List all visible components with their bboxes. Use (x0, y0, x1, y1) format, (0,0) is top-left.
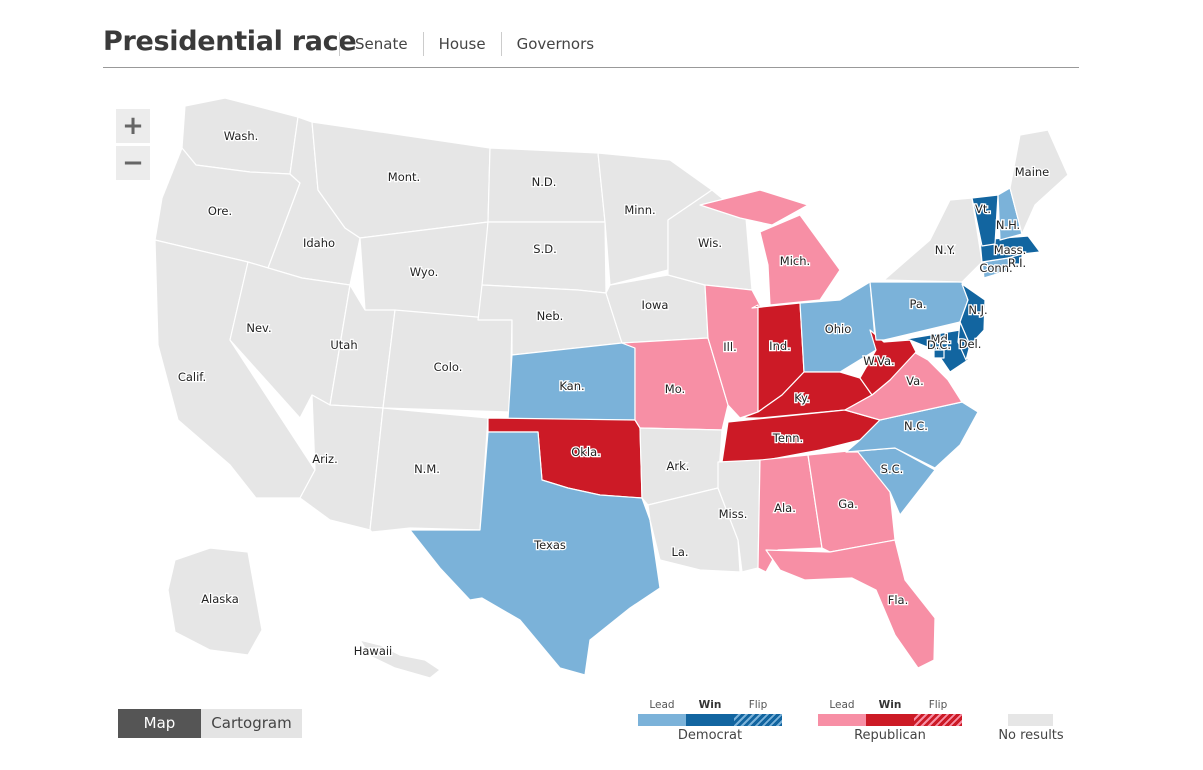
state-label-ill: Ill. (723, 340, 736, 354)
state-label-del: Del. (959, 337, 982, 351)
state-label-r-i: R.I. (1008, 256, 1026, 270)
state-fla[interactable] (765, 539, 936, 669)
header: Presidential race Senate House Governors (103, 24, 1079, 68)
dem-win-swatch (686, 714, 734, 726)
legend-win-label: Win (698, 699, 722, 711)
legend-no-results: No results (998, 714, 1064, 743)
state-label-w-va: W.Va. (863, 354, 894, 368)
state-label-n-m: N.M. (414, 462, 440, 476)
dem-lead-swatch (638, 714, 686, 726)
legend-win-label: Win (878, 699, 902, 711)
state-vt[interactable] (971, 194, 999, 247)
state-label-ga: Ga. (838, 497, 858, 511)
rep-win-swatch (866, 714, 914, 726)
state-texas[interactable] (409, 431, 661, 676)
state-label-okla: Okla. (571, 445, 601, 459)
legend-lead-label: Lead (649, 699, 675, 711)
state-n-y[interactable] (883, 197, 983, 283)
state-label-wash: Wash. (224, 129, 259, 143)
state-label-n-j: N.J. (968, 303, 987, 317)
state-label-n-y: N.Y. (935, 243, 956, 257)
state-label-md: Md. (931, 332, 952, 346)
state-label-idaho: Idaho (303, 236, 335, 250)
state-label-ala: Ala. (774, 501, 796, 515)
state-label-d-c: D.C. (927, 338, 951, 352)
state-label-mont: Mont. (388, 170, 420, 184)
no-results-swatch (1008, 714, 1053, 726)
state-label-texas: Texas (533, 538, 566, 552)
view-toggle: Map Cartogram (118, 709, 302, 738)
state-label-n-h: N.H. (996, 218, 1020, 232)
state-label-mo: Mo. (665, 382, 685, 396)
state-maine[interactable] (1009, 129, 1069, 235)
state-label-iowa: Iowa (642, 298, 669, 312)
zoom-out-button[interactable]: − (116, 146, 150, 180)
race-tabs: Senate House Governors (339, 32, 609, 56)
state-label-wyo: Wyo. (410, 265, 438, 279)
state-label-wis: Wis. (698, 236, 722, 250)
state-label-conn: Conn. (979, 261, 1012, 275)
state-label-vt: Vt. (975, 202, 991, 216)
state-del[interactable] (957, 321, 971, 361)
legend-lead-label: Lead (829, 699, 855, 711)
state-label-fla: Fla. (888, 593, 909, 607)
state-label-pa: Pa. (909, 297, 926, 311)
state-label-ohio: Ohio (825, 322, 852, 336)
legend-democrat-label: Democrat (677, 728, 743, 743)
state-label-la: La. (671, 545, 688, 559)
legend-republican-label: Republican (854, 728, 926, 743)
state-label-mich: Mich. (780, 254, 810, 268)
legend-republican: Lead Win Flip Republican (818, 699, 962, 743)
state-label-tenn: Tenn. (772, 431, 803, 445)
state-label-hawaii: Hawaii (354, 644, 393, 658)
rep-lead-swatch (818, 714, 866, 726)
state-label-ind: Ind. (769, 339, 791, 353)
legend-democrat: Lead Win Flip Democrat (638, 699, 782, 743)
state-label-n-c: N.C. (904, 419, 928, 433)
state-alaska[interactable] (167, 547, 263, 656)
tab-governors[interactable]: Governors (500, 32, 609, 56)
state-d-c[interactable] (933, 349, 945, 359)
dem-flip-swatch (734, 714, 782, 726)
state-label-minn: Minn. (624, 203, 655, 217)
cartogram-view-button[interactable]: Cartogram (201, 709, 302, 738)
state-mich[interactable] (759, 214, 841, 306)
state-label-n-d: N.D. (532, 175, 557, 189)
state-label-neb: Neb. (537, 309, 564, 323)
state-label-va: Va. (906, 374, 924, 388)
state-label-ark: Ark. (667, 459, 690, 473)
legend-flip-label: Flip (748, 699, 768, 711)
state-label-maine: Maine (1015, 165, 1050, 179)
state-label-s-d: S.D. (533, 242, 556, 256)
state-label-ore: Ore. (208, 204, 232, 218)
state-label-ariz: Ariz. (312, 452, 337, 466)
state-label-calif: Calif. (178, 370, 206, 384)
tab-house[interactable]: House (422, 32, 501, 56)
page-title: Presidential race (103, 26, 357, 57)
state-label-kan: Kan. (559, 379, 584, 393)
state-label-ky: Ky. (794, 391, 810, 405)
zoom-in-button[interactable]: + (116, 109, 150, 143)
map-view-button[interactable]: Map (118, 709, 201, 738)
state-s-d[interactable] (481, 221, 607, 294)
state-label-nev: Nev. (246, 321, 271, 335)
state-label-miss: Miss. (719, 507, 748, 521)
tab-senate[interactable]: Senate (339, 32, 423, 56)
rep-flip-swatch (914, 714, 962, 726)
state-label-mass: Mass. (994, 243, 1027, 257)
state-label-colo: Colo. (434, 360, 463, 374)
state-hawaii[interactable] (359, 639, 441, 679)
state-label-utah: Utah (330, 338, 357, 352)
legend-flip-label: Flip (928, 699, 948, 711)
legend-no-results-label: No results (998, 728, 1064, 743)
state-mich[interactable] (699, 189, 809, 226)
state-label-alaska: Alaska (201, 592, 239, 606)
state-label-s-c: S.C. (881, 462, 904, 476)
